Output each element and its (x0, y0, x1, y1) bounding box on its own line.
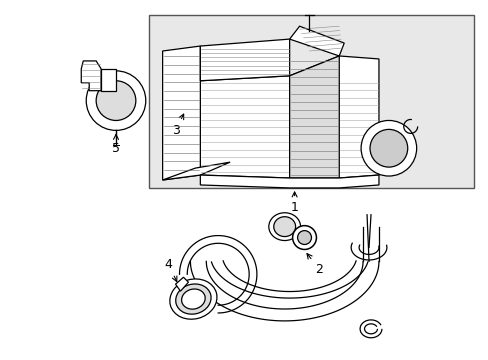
Ellipse shape (268, 213, 300, 240)
Ellipse shape (273, 217, 295, 237)
Polygon shape (200, 39, 289, 81)
Polygon shape (101, 69, 116, 91)
Circle shape (360, 121, 416, 176)
Bar (148, 15, 473, 188)
Circle shape (96, 81, 136, 121)
Circle shape (369, 129, 407, 167)
Text: 3: 3 (171, 114, 183, 137)
Polygon shape (163, 162, 230, 180)
Polygon shape (289, 56, 339, 178)
Ellipse shape (181, 289, 205, 309)
Polygon shape (200, 56, 378, 178)
Circle shape (292, 226, 316, 249)
Polygon shape (289, 26, 344, 56)
Circle shape (297, 231, 311, 244)
Polygon shape (81, 61, 101, 91)
Ellipse shape (175, 284, 211, 314)
Circle shape (86, 71, 145, 130)
Text: 5: 5 (112, 134, 120, 155)
Text: 2: 2 (306, 253, 323, 276)
Polygon shape (163, 46, 200, 180)
Polygon shape (200, 175, 378, 188)
Text: 1: 1 (290, 192, 298, 214)
Ellipse shape (169, 279, 217, 319)
Polygon shape (175, 277, 188, 291)
Text: 4: 4 (164, 258, 177, 282)
